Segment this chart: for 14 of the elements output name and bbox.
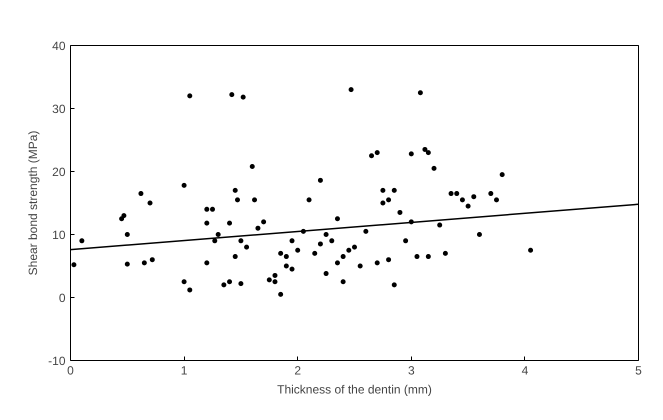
x-axis-title: Thickness of the dentin (mm): [277, 382, 432, 396]
y-axis-title: Shear bond strength (MPa): [26, 130, 40, 276]
y-tick-label: 40: [52, 39, 66, 53]
x-tick-label: 0: [67, 364, 74, 378]
x-tick-label: 3: [408, 364, 415, 378]
x-tick-label: 2: [294, 364, 302, 378]
x-tick-label: 5: [635, 364, 642, 378]
y-tick-label: 0: [58, 291, 66, 305]
y-tick-label: 30: [52, 102, 66, 116]
y-tick-label: -10: [48, 354, 66, 368]
y-tick-label: 20: [52, 165, 66, 179]
x-tick-label: 1: [180, 364, 188, 378]
y-tick-label: 10: [52, 228, 66, 242]
x-tick-label: 4: [522, 364, 529, 378]
